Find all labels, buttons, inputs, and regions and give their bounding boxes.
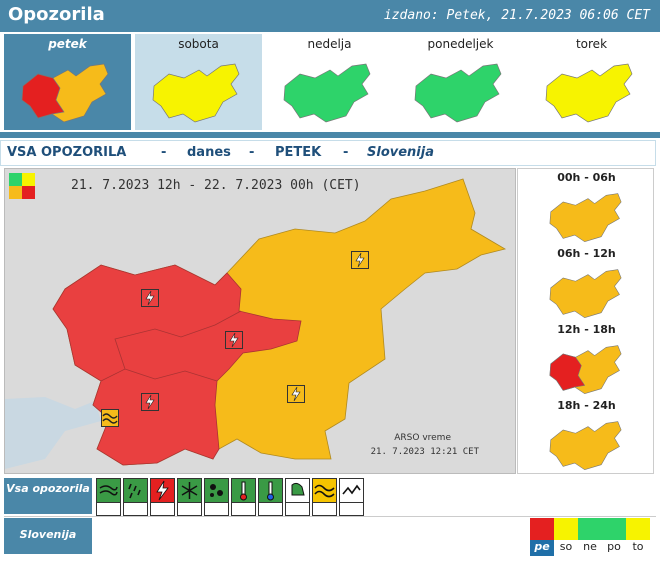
- day-status-blocks: pe so ne po to: [530, 518, 650, 558]
- day-label: nedelja: [307, 37, 352, 51]
- thunderstorm-icon[interactable]: [141, 289, 159, 307]
- time-slot-maps: 00h - 06h 06h - 12h 12h - 18h 18h - 24h: [517, 168, 654, 474]
- slovenia-map-green: [283, 63, 371, 123]
- arso-credit: ARSO vreme: [394, 433, 451, 443]
- day-selector: petek sobota nedelja ponedeljek torek: [0, 32, 660, 132]
- day-tab-nedelja[interactable]: nedelja: [266, 34, 393, 130]
- row-label-slovenija: Slovenija: [4, 518, 92, 554]
- subtitle-dash: -: [343, 145, 349, 160]
- slovenia-map-red: [549, 345, 622, 395]
- day-status-block-ne[interactable]: [578, 518, 602, 540]
- ice-icon[interactable]: [204, 478, 229, 503]
- coastal-icon[interactable]: [312, 478, 337, 503]
- icon-status-cell: [285, 503, 310, 516]
- day-status-label: po: [607, 540, 621, 553]
- subtitle-dash: -: [249, 145, 255, 160]
- subtitle-region: Slovenija: [367, 145, 434, 160]
- day-status-block-so[interactable]: [554, 518, 578, 540]
- thunderstorm-icon[interactable]: [141, 393, 159, 411]
- icon-status-cell: [204, 503, 229, 516]
- thunderstorm-icon[interactable]: [150, 478, 175, 503]
- icon-status-cell: [312, 503, 337, 516]
- slovenia-map-green: [414, 63, 502, 123]
- icon-status-cell: [258, 503, 283, 516]
- slovenia-map-red: [21, 63, 109, 123]
- slovenia-map-orange: [549, 269, 622, 319]
- thunderstorm-icon[interactable]: [287, 385, 305, 403]
- thunderstorm-icon[interactable]: [351, 251, 369, 269]
- slovenia-map-orange: [549, 421, 622, 471]
- slot-18-24[interactable]: 18h - 24h: [518, 397, 655, 473]
- icon-status-cell: [150, 503, 175, 516]
- map-period: 21. 7.2023 12h - 22. 7.2023 00h (CET): [71, 178, 361, 193]
- page-title: Opozorila: [8, 4, 105, 25]
- coastal-icon[interactable]: [101, 409, 119, 427]
- subtitle-all-warnings: VSA OPOZORILA: [7, 145, 127, 160]
- day-tab-petek[interactable]: petek: [4, 34, 131, 130]
- arso-credit-time: 21. 7.2023 12:21 CET: [370, 447, 479, 457]
- day-status-label: so: [559, 540, 573, 553]
- icon-status-cell: [96, 503, 121, 516]
- slot-00-06[interactable]: 00h - 06h: [518, 169, 655, 245]
- slovenia-map-yellow: [545, 63, 633, 123]
- icon-status-cell: [123, 503, 148, 516]
- slot-label: 12h - 18h: [557, 323, 616, 336]
- day-tab-torek[interactable]: torek: [528, 34, 655, 130]
- thunderstorm-icon[interactable]: [225, 331, 243, 349]
- fog-icon[interactable]: [285, 478, 310, 503]
- day-label: torek: [575, 37, 608, 51]
- legend-square-icon: [9, 173, 35, 199]
- slovenia-map-orange: [549, 193, 622, 243]
- day-tab-ponedeljek[interactable]: ponedeljek: [397, 34, 524, 130]
- main-warning-map: 21. 7.2023 12h - 22. 7.2023 00h (CET) AR…: [4, 168, 516, 474]
- day-status-block-pe[interactable]: [530, 518, 554, 540]
- subtitle-today: danes: [187, 145, 231, 160]
- slot-label: 06h - 12h: [557, 247, 616, 260]
- warnings-subtitle: VSA OPOZORILA - danes - PETEK - Slovenij…: [0, 140, 656, 166]
- wind-icon[interactable]: [96, 478, 121, 503]
- icon-status-cell: [231, 503, 256, 516]
- issued-timestamp: izdano: Petek, 21.7.2023 06:06 CET: [383, 8, 650, 23]
- day-label: sobota: [178, 37, 219, 51]
- slot-06-12[interactable]: 06h - 12h: [518, 245, 655, 321]
- separator-bar: [0, 132, 660, 138]
- snow-icon[interactable]: [177, 478, 202, 503]
- map-background: [5, 169, 515, 473]
- row-divider: [4, 516, 656, 517]
- subtitle-dash: -: [161, 145, 167, 160]
- day-status-block-po[interactable]: [602, 518, 626, 540]
- icon-status-cell: [339, 503, 364, 516]
- slot-label: 18h - 24h: [557, 399, 616, 412]
- day-label: ponedeljek: [427, 37, 494, 51]
- row-label-all-warnings: Vsa opozorila: [4, 478, 92, 514]
- day-status-label: ne: [583, 540, 597, 553]
- day-tab-sobota[interactable]: sobota: [135, 34, 262, 130]
- rain-icon[interactable]: [123, 478, 148, 503]
- icon-status-cell: [177, 503, 202, 516]
- slovenia-map-yellow: [152, 63, 240, 123]
- flood-icon[interactable]: [339, 478, 364, 503]
- day-status-label: to: [632, 540, 644, 553]
- slot-12-18[interactable]: 12h - 18h: [518, 321, 655, 397]
- day-status-label: pe: [530, 540, 554, 556]
- header-bar: Opozorila izdano: Petek, 21.7.2023 06:06…: [0, 0, 660, 32]
- day-status-block-to[interactable]: [626, 518, 650, 540]
- day-label: petek: [48, 37, 87, 51]
- subtitle-day: PETEK: [275, 145, 322, 160]
- heat-icon[interactable]: [231, 478, 256, 503]
- slot-label: 00h - 06h: [557, 171, 616, 184]
- cold-icon[interactable]: [258, 478, 283, 503]
